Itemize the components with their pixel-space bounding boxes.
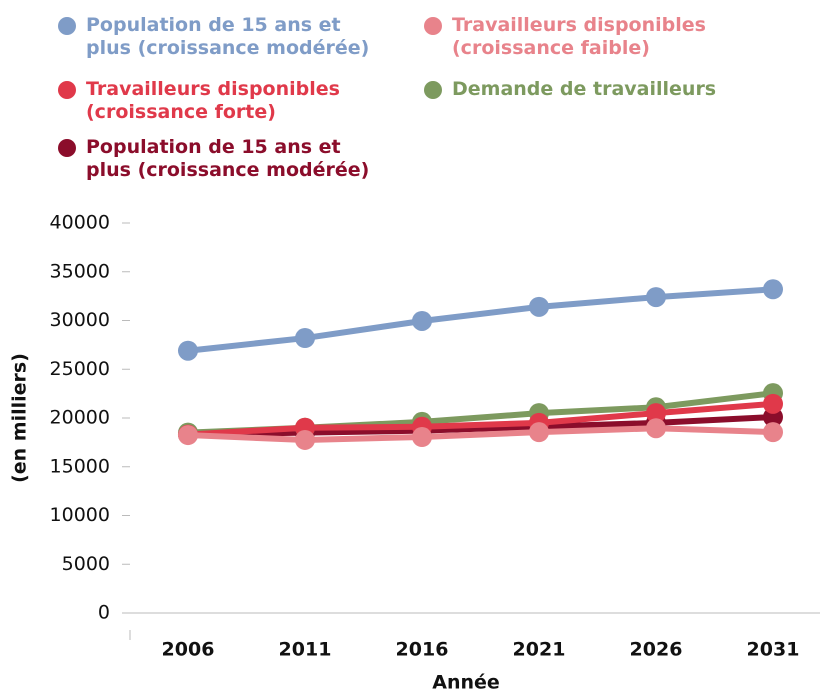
- series-line: [187, 400, 774, 438]
- y-tick-label: 25000: [50, 358, 110, 380]
- x-tick-label: 2026: [630, 639, 683, 661]
- point: [646, 403, 666, 424]
- legend-marker: [424, 81, 442, 99]
- legend-label: Demande de travailleurs: [452, 78, 717, 100]
- point: [295, 328, 315, 349]
- legend-marker: [58, 139, 76, 157]
- series-line: [187, 414, 774, 438]
- x-tick-label: 2021: [513, 639, 566, 661]
- legend-label: Travailleurs disponibles (croissance for…: [86, 78, 340, 123]
- x-axis-title: Année: [432, 672, 500, 694]
- point: [646, 418, 666, 439]
- x-tick-label: 2006: [162, 639, 215, 661]
- y-axis-title: (en milliers): [9, 353, 31, 483]
- legend-marker: [58, 17, 76, 35]
- legend-label: Population de 15 ans et plus (croissance…: [86, 136, 370, 181]
- legend-label: Travailleurs disponibles (croissance fai…: [452, 14, 706, 59]
- legend-item: Travailleurs disponibles (croissance fai…: [424, 14, 732, 60]
- legend-marker: [424, 17, 442, 35]
- series-line: [187, 425, 774, 443]
- y-tick-label: 20000: [50, 407, 110, 429]
- y-tick-label: 5000: [62, 553, 110, 575]
- point: [412, 427, 432, 448]
- legend-item: Travailleurs disponibles (croissance for…: [58, 78, 386, 124]
- y-tick-label: 35000: [50, 260, 110, 282]
- point: [178, 425, 198, 446]
- point: [646, 287, 666, 308]
- point: [178, 340, 198, 361]
- series-line: [187, 286, 774, 354]
- y-tick-label: 30000: [50, 309, 110, 331]
- x-tick-label: 2031: [747, 639, 800, 661]
- x-tick-label: 2011: [279, 639, 332, 661]
- point: [529, 296, 549, 317]
- legend-item: Population de 15 ans et plus (croissance…: [58, 136, 386, 182]
- point: [529, 422, 549, 443]
- point: [763, 279, 783, 300]
- x-tick-label: 2016: [396, 639, 449, 661]
- legend-item: Population de 15 ans et plus (croissance…: [58, 14, 386, 60]
- point: [412, 310, 432, 331]
- legend-marker: [58, 81, 76, 99]
- y-tick-label: 15000: [50, 455, 110, 477]
- y-tick-label: 40000: [50, 212, 110, 234]
- legend-item: Demande de travailleurs: [424, 78, 732, 101]
- y-tick-label: 10000: [50, 504, 110, 526]
- point: [763, 393, 783, 414]
- legend-label: Population de 15 ans et plus (croissance…: [86, 14, 370, 59]
- y-tick-label: 0: [98, 602, 110, 624]
- point: [295, 429, 315, 450]
- point: [763, 422, 783, 443]
